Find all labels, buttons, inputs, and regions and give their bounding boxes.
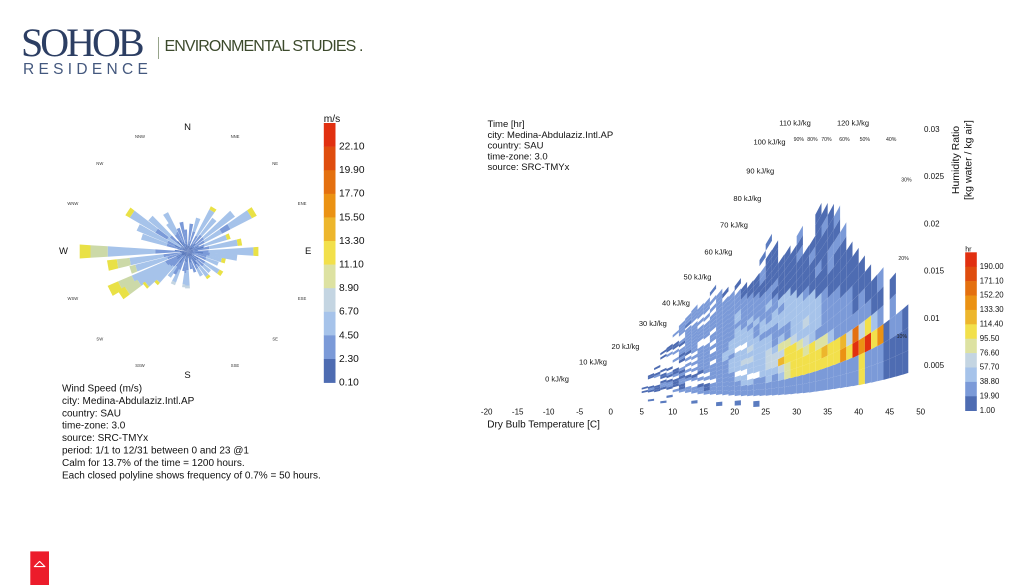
svg-text:SW: SW	[96, 336, 103, 341]
svg-text:10%: 10%	[897, 334, 908, 340]
svg-text:20: 20	[730, 408, 739, 417]
svg-text:4.50: 4.50	[339, 330, 359, 341]
svg-text:20 kJ/kg: 20 kJ/kg	[612, 342, 640, 351]
svg-text:0.015: 0.015	[924, 267, 945, 276]
svg-text:5: 5	[639, 408, 644, 417]
svg-text:60%: 60%	[839, 137, 850, 143]
svg-text:50%: 50%	[860, 137, 871, 143]
svg-text:70 kJ/kg: 70 kJ/kg	[720, 220, 748, 229]
svg-text:hr: hr	[965, 245, 972, 254]
svg-text:50 kJ/kg: 50 kJ/kg	[684, 273, 712, 282]
svg-text:Humidity Ratio: Humidity Ratio	[950, 126, 962, 194]
svg-text:11.10: 11.10	[339, 259, 364, 270]
svg-text:19.90: 19.90	[339, 165, 365, 176]
svg-text:Calm for 13.7% of the time = 1: Calm for 13.7% of the time = 1200 hours.	[62, 458, 245, 469]
svg-text:57.70: 57.70	[980, 363, 1000, 372]
svg-text:50: 50	[916, 408, 925, 417]
svg-text:2.30: 2.30	[339, 354, 359, 365]
svg-text:17.70: 17.70	[339, 189, 365, 200]
svg-text:171.10: 171.10	[980, 276, 1005, 285]
svg-text:110 kJ/kg: 110 kJ/kg	[779, 119, 811, 128]
svg-text:30: 30	[792, 408, 801, 417]
svg-text:country: SAU: country: SAU	[488, 141, 544, 152]
svg-text:-5: -5	[576, 408, 584, 417]
svg-text:8.90: 8.90	[339, 283, 359, 294]
svg-text:100 kJ/kg: 100 kJ/kg	[753, 137, 785, 146]
svg-text:W: W	[59, 246, 68, 257]
svg-text:NNE: NNE	[231, 134, 240, 139]
svg-text:80%: 80%	[807, 137, 818, 143]
svg-text:30%: 30%	[901, 178, 912, 184]
svg-text:Wind Speed (m/s): Wind Speed (m/s)	[62, 384, 142, 395]
svg-text:country: SAU: country: SAU	[62, 408, 121, 419]
svg-text:1.00: 1.00	[980, 406, 996, 415]
svg-text:NE: NE	[272, 161, 278, 166]
svg-text:SE: SE	[272, 336, 278, 341]
svg-text:city: Medina-Abdulaziz.Intl.AP: city: Medina-Abdulaziz.Intl.AP	[488, 130, 614, 141]
svg-text:45: 45	[885, 408, 894, 417]
svg-text:90 kJ/kg: 90 kJ/kg	[746, 166, 774, 175]
svg-text:114.40: 114.40	[980, 319, 1004, 328]
svg-text:30 kJ/kg: 30 kJ/kg	[639, 319, 667, 328]
svg-text:60 kJ/kg: 60 kJ/kg	[704, 248, 732, 257]
svg-text:0.02: 0.02	[924, 219, 940, 228]
svg-text:-20: -20	[481, 408, 493, 417]
svg-text:10: 10	[668, 408, 677, 417]
svg-text:90%: 90%	[794, 137, 805, 143]
svg-text:city: Medina-Abdulaziz.Intl.AP: city: Medina-Abdulaziz.Intl.AP	[62, 396, 195, 407]
svg-text:38.80: 38.80	[980, 377, 1000, 386]
svg-text:E: E	[305, 246, 311, 257]
svg-text:40: 40	[854, 408, 863, 417]
svg-text:source: SRC-TMYx: source: SRC-TMYx	[62, 433, 148, 444]
svg-text:25: 25	[761, 408, 770, 417]
svg-text:0.005: 0.005	[924, 361, 945, 370]
svg-text:40 kJ/kg: 40 kJ/kg	[662, 299, 690, 308]
svg-text:133.30: 133.30	[980, 305, 1005, 314]
svg-text:time-zone: 3.0: time-zone: 3.0	[488, 151, 548, 162]
svg-text:Time [hr]: Time [hr]	[488, 119, 525, 130]
svg-text:source: SRC-TMYx: source: SRC-TMYx	[488, 162, 570, 173]
svg-text:35: 35	[823, 408, 832, 417]
svg-text:time-zone: 3.0: time-zone: 3.0	[62, 421, 126, 432]
svg-text:SSE: SSE	[231, 363, 240, 368]
svg-text:WSW: WSW	[68, 296, 79, 301]
svg-text:0.01: 0.01	[924, 314, 940, 323]
svg-text:N: N	[184, 122, 191, 133]
svg-text:40%: 40%	[886, 137, 897, 143]
svg-text:6.70: 6.70	[339, 307, 359, 318]
svg-text:0.10: 0.10	[339, 377, 359, 388]
svg-text:190.00: 190.00	[980, 262, 1005, 271]
svg-text:22.10: 22.10	[339, 141, 365, 152]
svg-text:95.50: 95.50	[980, 334, 1000, 343]
svg-text:-15: -15	[512, 408, 524, 417]
svg-text:S: S	[184, 370, 190, 381]
svg-text:WNW: WNW	[67, 201, 78, 206]
svg-text:0 kJ/kg: 0 kJ/kg	[545, 375, 569, 384]
svg-text:0.025: 0.025	[924, 172, 945, 181]
svg-text:10 kJ/kg: 10 kJ/kg	[579, 358, 607, 367]
svg-text:[kg water / kg air]: [kg water / kg air]	[963, 120, 975, 200]
svg-text:ENE: ENE	[298, 201, 307, 206]
svg-text:120 kJ/kg: 120 kJ/kg	[837, 119, 869, 128]
svg-text:0.03: 0.03	[924, 125, 940, 134]
svg-text:Each closed polyline shows fre: Each closed polyline shows frequency of …	[62, 470, 321, 481]
svg-text:NW: NW	[96, 161, 103, 166]
svg-text:152.20: 152.20	[980, 291, 1005, 300]
svg-text:70%: 70%	[821, 137, 832, 143]
svg-text:15.50: 15.50	[339, 212, 365, 223]
svg-text:13.30: 13.30	[339, 236, 365, 247]
svg-text:76.60: 76.60	[980, 348, 1000, 357]
svg-text:NNW: NNW	[135, 134, 145, 139]
svg-text:Dry Bulb Temperature [C]: Dry Bulb Temperature [C]	[487, 420, 600, 431]
svg-text:19.90: 19.90	[980, 391, 1000, 400]
svg-text:15: 15	[699, 408, 708, 417]
svg-text:ESE: ESE	[298, 296, 307, 301]
svg-text:period: 1/1 to 12/31 between 0: period: 1/1 to 12/31 between 0 and 23 @1	[62, 446, 249, 457]
svg-text:0: 0	[608, 408, 613, 417]
svg-text:m/s: m/s	[324, 114, 340, 125]
svg-text:20%: 20%	[898, 256, 909, 262]
svg-text:-10: -10	[543, 408, 555, 417]
svg-text:80 kJ/kg: 80 kJ/kg	[733, 194, 761, 203]
svg-text:SSW: SSW	[135, 363, 145, 368]
